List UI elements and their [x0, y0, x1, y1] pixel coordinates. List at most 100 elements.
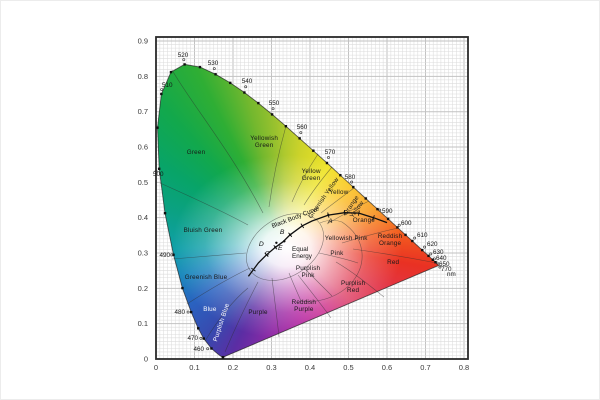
wavelength-label: 620	[427, 241, 438, 248]
region-boundary	[171, 69, 264, 214]
region-label-text: Yellow	[302, 168, 321, 175]
wavelength-tick	[271, 107, 275, 111]
wavelength-marker	[257, 101, 260, 105]
wavelength-label: 460	[193, 346, 204, 353]
wavelength-label: 500	[153, 171, 164, 178]
wavelength-label: 570	[325, 149, 336, 156]
region-label: Purple	[248, 309, 267, 316]
blackbody-point	[275, 241, 278, 244]
wavelength-marker	[221, 355, 225, 359]
wavelength-marker	[404, 233, 407, 237]
wavelength-label: 650	[439, 261, 450, 268]
region-label-text: Yellowish	[250, 135, 278, 142]
region-label: Greenish Blue	[185, 274, 228, 281]
wavelength-marker	[189, 310, 193, 314]
region-label-text: Yellowish Pink	[325, 235, 368, 242]
wavelength-marker	[172, 253, 175, 256]
wavelength-tick	[160, 88, 164, 91]
region-boundary	[288, 272, 302, 302]
wavelength-marker	[427, 254, 430, 258]
y-tick-label: 0.9	[138, 37, 148, 46]
wavelength-tick	[199, 336, 203, 340]
wavelength-tick	[429, 252, 433, 256]
wavelength-label: 480	[174, 309, 185, 316]
region-label-text: Greenish Blue	[185, 274, 228, 281]
region-boundary	[271, 277, 280, 338]
wavelength-tick	[186, 310, 190, 314]
x-tick-label: 0.2	[228, 363, 238, 372]
wavelength-label: 530	[208, 60, 219, 67]
region-label-text: Bluish Green	[184, 227, 223, 234]
region-label: Yellowish Pink	[325, 235, 368, 242]
region-boundary	[318, 252, 359, 264]
blackbody-point-label: A	[327, 218, 333, 225]
y-tick-label: 0	[144, 355, 148, 364]
equal-energy-label: Equal	[292, 246, 308, 253]
blackbody-point-label: B	[280, 229, 285, 236]
wavelength-tick	[182, 58, 186, 62]
region-label-text: Blue	[203, 306, 217, 313]
region-boundary	[303, 166, 333, 206]
wavelength-label: 490	[159, 252, 170, 259]
wavelength-marker	[214, 73, 217, 76]
x-tick-label: 0.6	[382, 363, 392, 372]
wavelength-marker	[229, 81, 232, 85]
wavelength-label: 550	[269, 100, 280, 107]
region-boundary	[159, 182, 249, 226]
blackbody-tick	[358, 210, 360, 216]
y-tick-label: 0.3	[138, 249, 148, 258]
y-tick-label: 0.8	[138, 72, 148, 81]
wavelength-label: 470	[187, 335, 198, 342]
blackbody-tick	[300, 223, 305, 229]
wavelength-label: 590	[382, 208, 393, 215]
wavelength-tick	[170, 253, 174, 257]
region-label-text: Purplish	[296, 265, 321, 272]
blackbody-point-label: C	[265, 250, 270, 257]
region-label-text: Purple	[294, 306, 314, 313]
wavelength-marker	[431, 258, 435, 261]
region-boundary	[171, 252, 247, 260]
wavelength-marker	[421, 248, 424, 252]
blackbody-point	[327, 213, 330, 217]
region-boundary	[268, 125, 287, 208]
y-tick-label: 0.7	[138, 107, 148, 116]
y-tick-label: 0.1	[138, 319, 148, 328]
wavelength-tick	[413, 236, 417, 240]
region-boundary	[341, 227, 399, 244]
spectral-locus-outline	[157, 63, 440, 358]
region-boundary	[299, 221, 363, 302]
wavelength-tick	[327, 156, 330, 159]
wavelength-marker	[376, 207, 379, 211]
wavelength-marker	[270, 113, 274, 116]
region-boundary	[319, 219, 343, 224]
blackbody-tick	[251, 267, 256, 272]
wavelength-label: 520	[178, 52, 189, 59]
wavelength-marker	[396, 226, 399, 229]
wavelength-tick	[299, 131, 303, 135]
wavelength-marker	[163, 211, 167, 215]
wavelength-marker	[364, 197, 367, 200]
wavelength-tick	[378, 208, 382, 212]
region-label: Greenish Yellow	[307, 176, 341, 220]
blackbody-curve	[247, 212, 388, 277]
wavelength-label: 580	[345, 174, 356, 181]
wavelength-marker	[325, 161, 329, 165]
region-label-text: Reddish	[378, 233, 403, 240]
wavelength-tick	[433, 257, 436, 261]
region-label-text: Green	[187, 149, 206, 156]
wavelength-label: 770	[441, 266, 452, 273]
wavelength-tick	[435, 261, 439, 265]
blackbody-point-label: E	[278, 245, 283, 252]
wavelength-tick	[212, 67, 216, 71]
wavelength-marker	[411, 239, 414, 243]
y-tick-label: 0.5	[138, 178, 148, 187]
region-boundary	[303, 267, 333, 297]
nm-unit-label: nm	[447, 271, 456, 278]
wavelength-marker	[210, 347, 213, 350]
region-label: Blue	[203, 306, 217, 313]
blackbody-tick	[372, 215, 375, 221]
